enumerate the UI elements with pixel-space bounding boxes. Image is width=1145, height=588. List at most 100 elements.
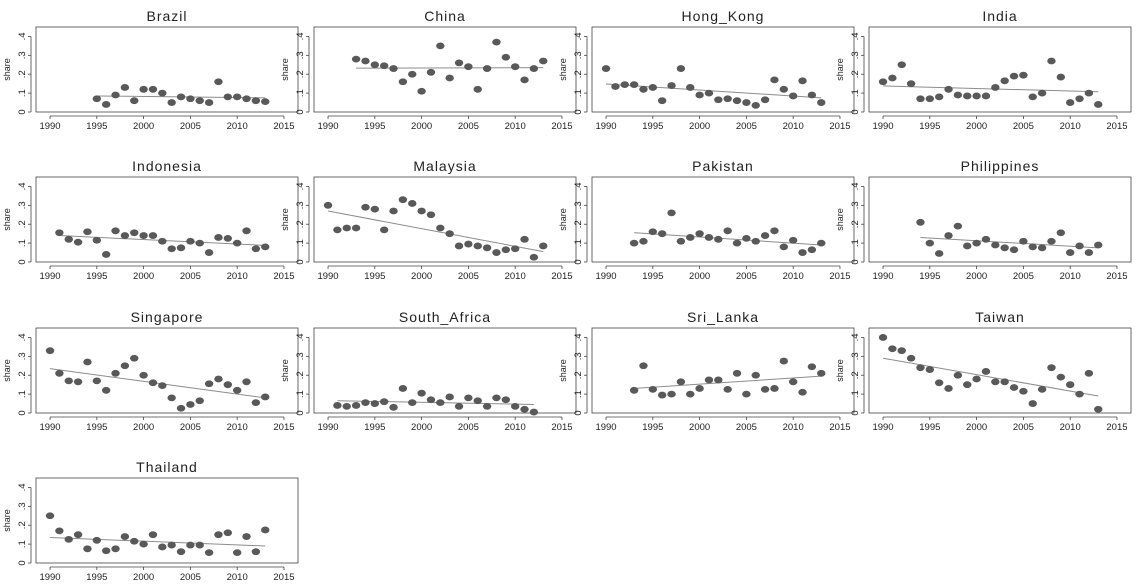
y-tick-label: .4: [850, 333, 861, 341]
data-point: [611, 83, 620, 90]
y-tick-label: .1: [573, 390, 584, 398]
data-point: [657, 230, 667, 238]
data-point: [676, 237, 686, 245]
data-point: [695, 91, 704, 99]
data-point: [223, 93, 233, 101]
data-point: [723, 95, 732, 103]
x-tick-label: 2010: [227, 271, 248, 282]
data-point: [925, 239, 935, 247]
panel-title: Brazil: [146, 8, 187, 24]
data-point: [464, 240, 473, 248]
panel-title: Malaysia: [413, 158, 476, 174]
fit-line: [49, 368, 266, 399]
y-axis-label: share: [2, 509, 12, 532]
data-point: [714, 235, 723, 243]
data-point: [723, 227, 732, 235]
data-point: [934, 250, 944, 257]
x-tick-label: 2015: [273, 121, 294, 132]
data-point: [389, 403, 398, 411]
data-point: [45, 347, 55, 355]
y-axis-label: share: [2, 208, 12, 231]
x-tick-label: 2010: [227, 121, 248, 132]
y-tick-label: 0: [573, 410, 584, 415]
data-point: [426, 211, 436, 219]
y-axis-label: share: [2, 58, 12, 81]
x-tick-label: 1990: [595, 271, 616, 282]
data-point: [351, 55, 361, 63]
data-point: [770, 385, 779, 392]
data-point: [770, 227, 779, 235]
x-tick-label: 2010: [783, 271, 804, 282]
panel-title: Pakistan: [692, 158, 754, 174]
data-point: [529, 253, 539, 261]
panel-taiwan: Taiwan 0 .1 .2 .3 .4 share 1990 1995 2000 2005 2010…: [835, 309, 1132, 433]
plot-frame: [591, 26, 855, 113]
fit-line: [327, 210, 544, 253]
data-point: [742, 99, 751, 106]
data-point: [214, 78, 223, 86]
data-point: [139, 540, 148, 548]
data-point: [223, 529, 233, 537]
y-tick-label: .2: [573, 220, 584, 228]
data-point: [1065, 381, 1075, 389]
fit-line: [883, 85, 1099, 93]
panel-china: China 0 .1 .2 .3 .4 share 1990 1995 2000 2005 2010 2…: [280, 8, 577, 132]
data-point: [342, 224, 351, 232]
y-tick-label: .3: [295, 201, 306, 209]
y-tick-label: .3: [295, 51, 306, 59]
data-point: [64, 377, 73, 385]
data-point: [676, 378, 686, 386]
data-point: [473, 85, 482, 93]
data-point: [379, 62, 389, 70]
data-point: [1084, 89, 1094, 97]
data-point: [398, 385, 408, 392]
plot-frame: [313, 327, 577, 414]
x-tick-label: 2010: [1060, 121, 1081, 132]
data-point: [779, 85, 789, 93]
panel-title: Indonesia: [132, 158, 202, 174]
plot-frame: [868, 176, 1132, 263]
data-point: [732, 97, 742, 105]
data-point: [379, 226, 389, 234]
data-point: [1000, 77, 1009, 85]
x-tick-label: 1995: [86, 271, 107, 282]
data-point: [370, 400, 380, 407]
data-point: [445, 230, 454, 238]
x-tick-label: 2005: [736, 121, 757, 132]
data-point: [1019, 387, 1028, 395]
data-point: [888, 74, 897, 82]
data-point: [878, 78, 888, 86]
data-point: [732, 239, 742, 247]
data-point: [817, 99, 826, 106]
y-tick-label: .2: [17, 521, 28, 529]
data-point: [482, 244, 492, 252]
x-tick-label: 2010: [783, 422, 804, 433]
data-point: [714, 376, 723, 384]
y-tick-label: .4: [17, 333, 28, 341]
panel-title: Sri_Lanka: [687, 309, 759, 325]
data-point: [492, 38, 501, 46]
y-tick-label: 0: [850, 259, 861, 264]
data-point: [464, 394, 473, 402]
x-tick-label: 2005: [1013, 422, 1034, 433]
data-point: [972, 239, 981, 247]
x-tick-label: 1995: [364, 271, 385, 282]
data-point: [1000, 378, 1009, 386]
data-point: [1019, 71, 1028, 79]
data-point: [1094, 241, 1103, 249]
data-point: [232, 93, 242, 101]
data-point: [436, 224, 445, 232]
data-point: [482, 402, 492, 410]
x-tick-label: 1995: [919, 422, 940, 433]
data-point: [120, 362, 130, 370]
panel-indonesia: Indonesia 0 .1 .2 .3 .4 share 1990 1995 2000 2005 2…: [2, 158, 299, 282]
y-axis-label: share: [835, 58, 845, 81]
data-point: [1084, 369, 1094, 377]
data-point: [464, 63, 473, 71]
x-tick-label: 2000: [689, 422, 710, 433]
data-point: [167, 245, 176, 253]
y-tick-label: 0: [573, 109, 584, 114]
data-point: [408, 200, 417, 207]
data-point: [251, 548, 261, 556]
